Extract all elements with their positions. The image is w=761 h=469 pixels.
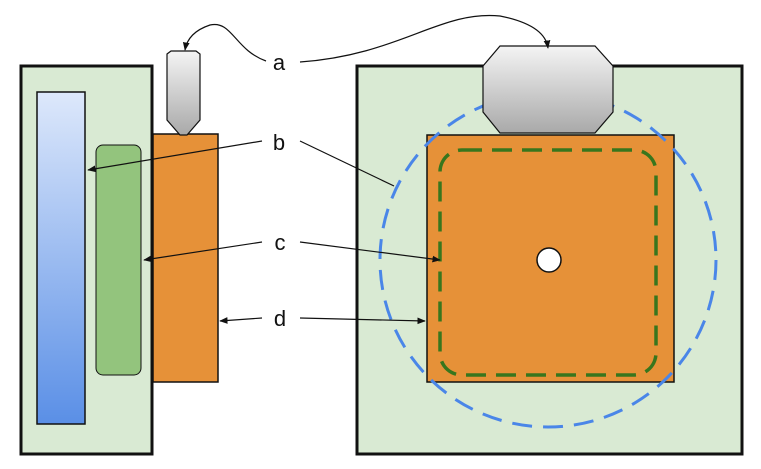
leader-d-left xyxy=(220,318,262,321)
label-b: b xyxy=(273,130,285,155)
center-hole xyxy=(537,248,561,272)
label-d: d xyxy=(274,306,286,331)
side-green-layer xyxy=(96,145,141,375)
label-c: c xyxy=(275,230,286,255)
side-view xyxy=(21,51,218,454)
top-view xyxy=(357,46,742,454)
side-orange-block xyxy=(153,134,218,382)
top-sensor-head xyxy=(483,46,613,133)
side-sensor-head xyxy=(167,51,200,135)
label-a: a xyxy=(273,50,286,75)
side-blue-plate xyxy=(37,92,85,424)
